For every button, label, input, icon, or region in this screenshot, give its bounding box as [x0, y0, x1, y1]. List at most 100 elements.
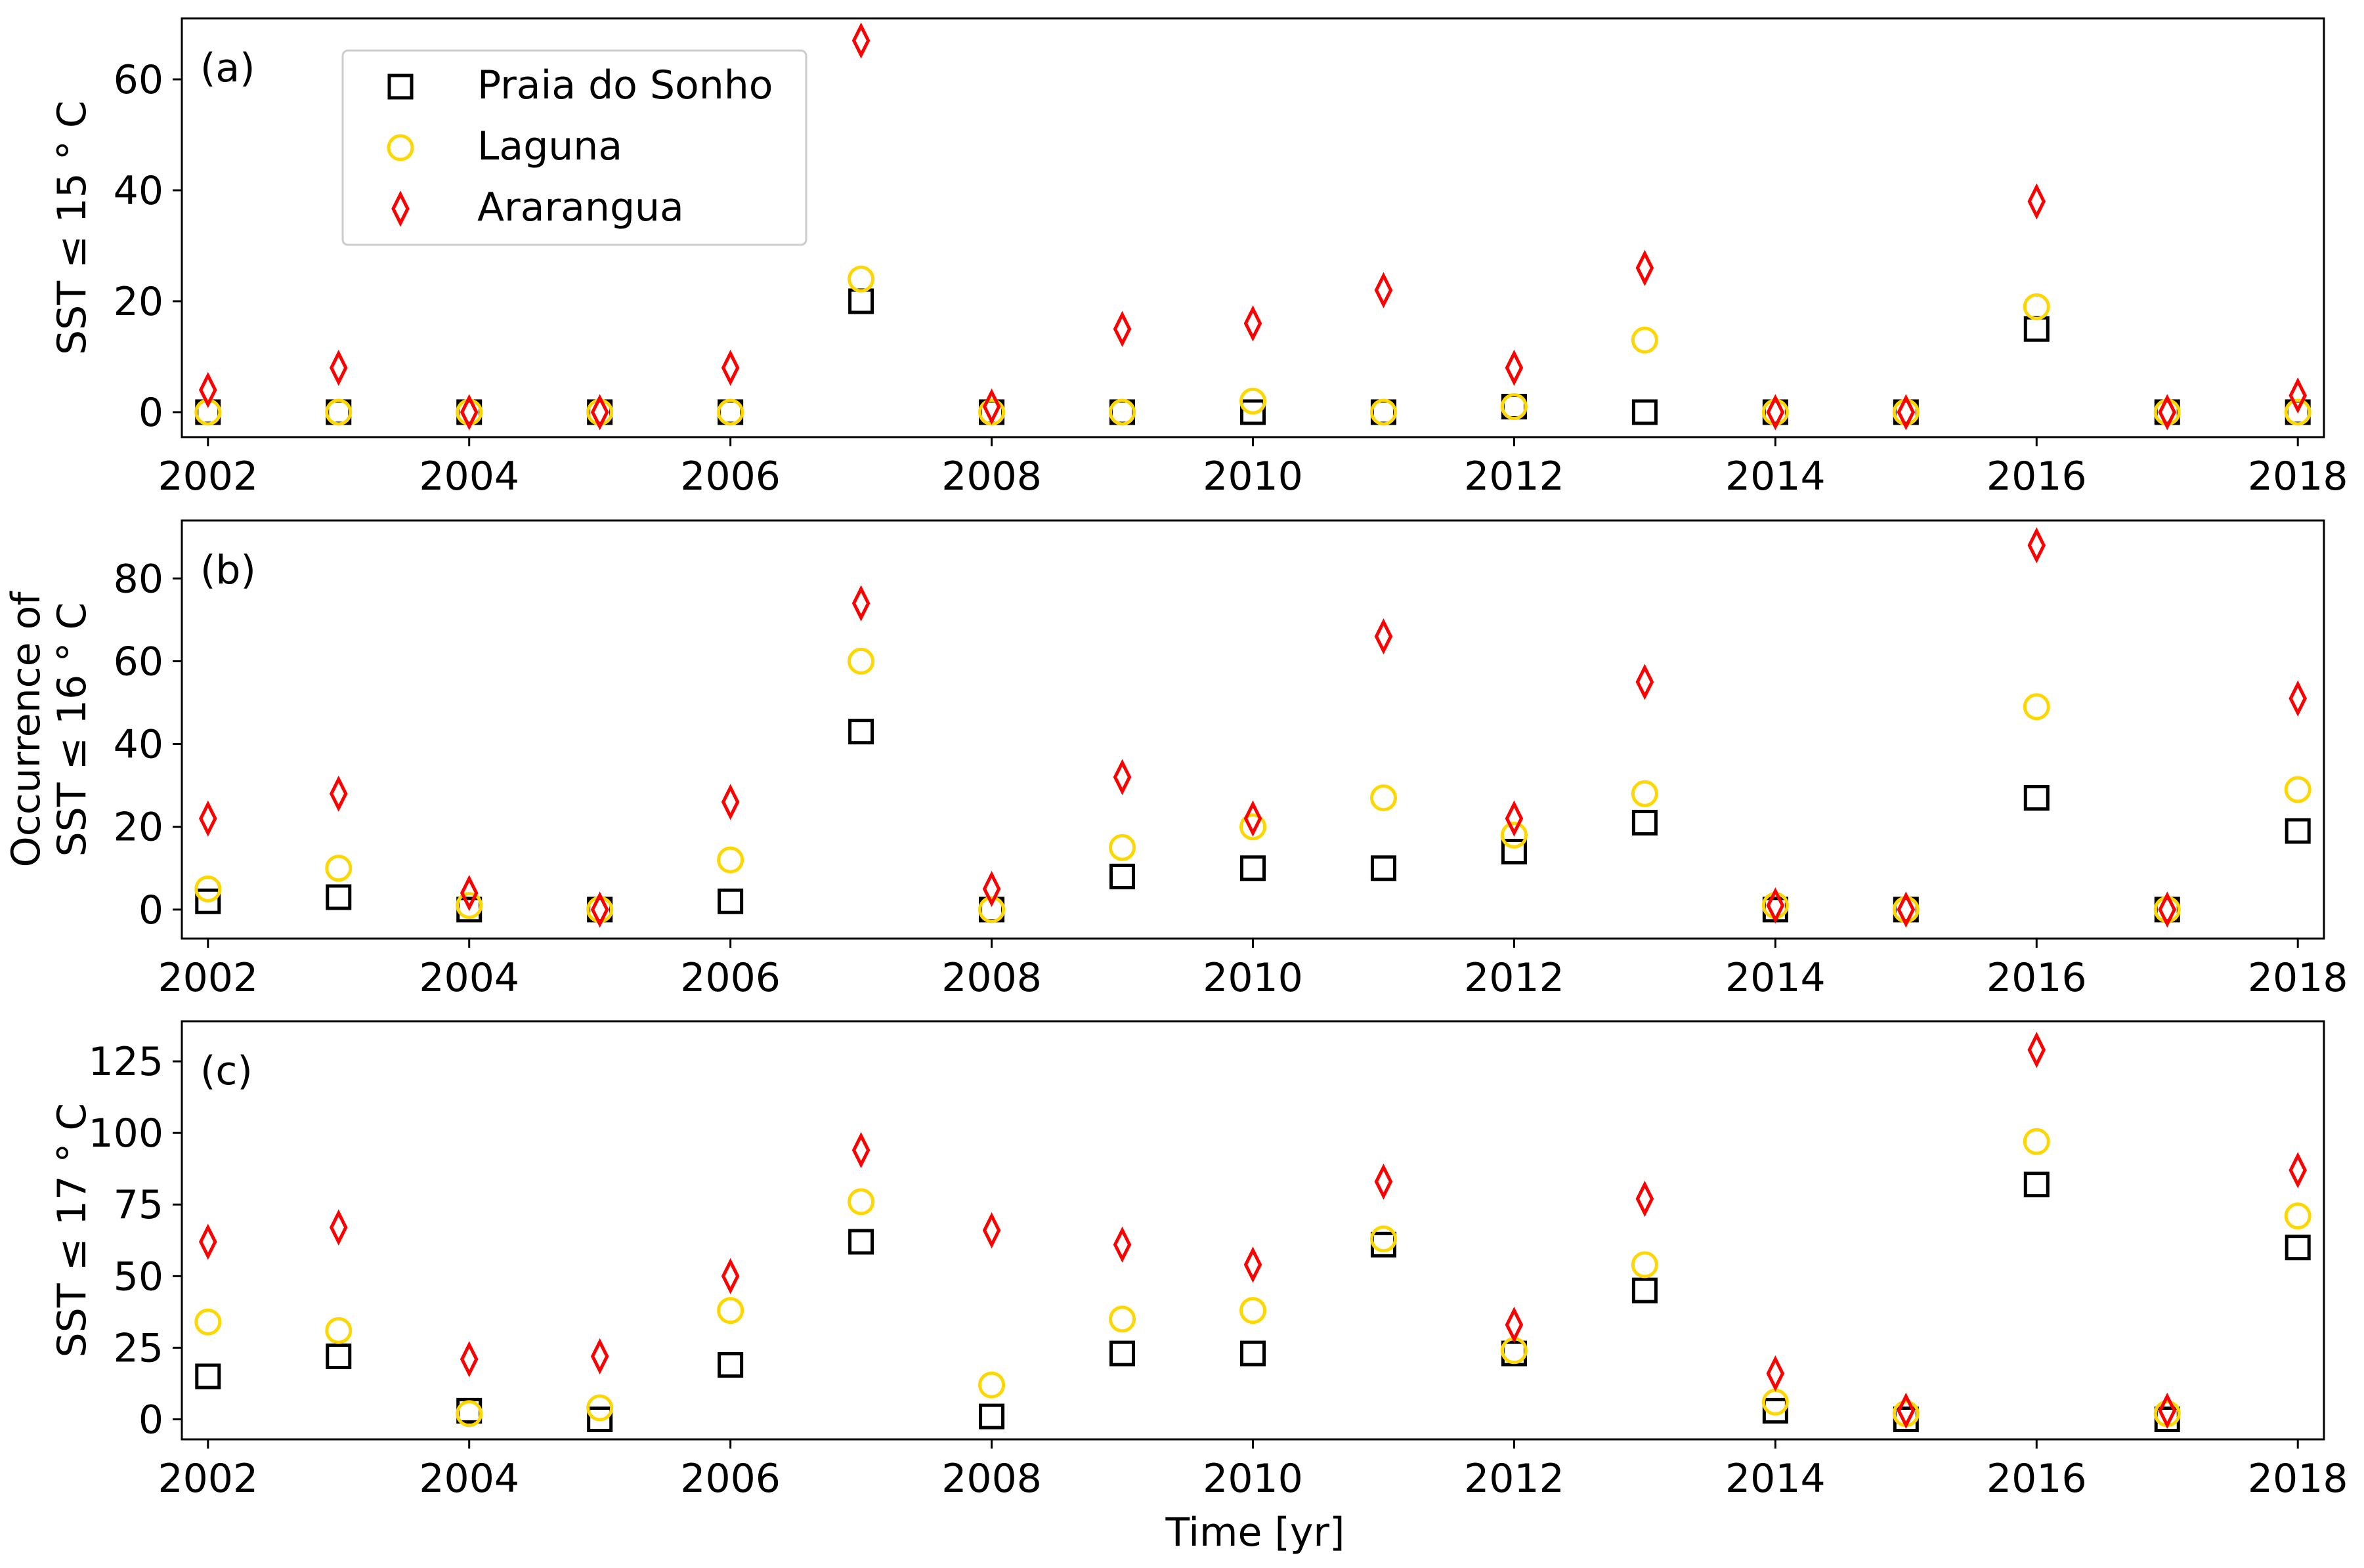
x-tick-label: 2010: [1203, 955, 1303, 1001]
y-tick-label: 40: [114, 168, 163, 214]
data-point: [1113, 1226, 1132, 1263]
x-tick-label: 2010: [1203, 454, 1303, 499]
data-point: [326, 884, 352, 910]
data-point: [1243, 1246, 1262, 1283]
data-point: [195, 888, 221, 914]
y-tick-label: 40: [114, 722, 163, 768]
data-point: [721, 784, 740, 820]
data-point: [1635, 1180, 1654, 1218]
y-tick-label: 75: [114, 1182, 163, 1228]
data-point: [590, 394, 609, 431]
x-tick-label: 2006: [680, 454, 781, 499]
y-tick-label: 60: [114, 57, 163, 103]
y-tick-label: 50: [114, 1254, 163, 1300]
x-tick-label: 2012: [1464, 955, 1564, 1001]
data-point: [848, 288, 874, 314]
y-tick-label: 80: [114, 556, 163, 602]
data-point: [718, 888, 744, 914]
data-point: [2027, 527, 2046, 564]
data-point: [1240, 399, 1266, 425]
data-point: [587, 1406, 613, 1432]
data-point: [1766, 394, 1785, 431]
data-point: [1243, 305, 1262, 342]
data-point: [198, 800, 217, 837]
x-tick-label: 2004: [419, 1456, 519, 1502]
x-tick-label: 2016: [1987, 454, 2087, 499]
data-point: [2023, 1128, 2050, 1155]
data-point: [456, 1400, 483, 1428]
data-point: [1374, 1163, 1393, 1200]
data-point: [1500, 821, 1528, 849]
x-tick-label: 2018: [2248, 454, 2348, 499]
x-tick-label: 2002: [158, 454, 258, 499]
x-tick-label: 2006: [680, 1456, 781, 1502]
y-axis-label: SST ≤ 17 ° C: [49, 1103, 95, 1358]
data-point: [1369, 784, 1397, 812]
data-point: [978, 1371, 1006, 1399]
data-point: [1631, 780, 1658, 807]
data-point: [721, 1258, 740, 1294]
data-point: [2284, 776, 2311, 803]
x-tick-label: 2018: [2248, 1456, 2348, 1502]
data-point: [329, 349, 348, 386]
data-point: [460, 875, 479, 912]
data-point: [1374, 618, 1393, 655]
data-point: [1240, 1340, 1266, 1367]
x-tick-label: 2004: [419, 454, 519, 499]
y-axis-label: SST ≤ 16 ° C: [49, 603, 95, 857]
data-point: [1897, 394, 1916, 431]
x-tick-label: 2016: [1987, 955, 2087, 1001]
data-point: [1240, 855, 1266, 881]
data-point: [194, 1308, 222, 1336]
data-point: [1631, 326, 1658, 354]
data-point: [194, 398, 222, 426]
data-point: [1369, 1225, 1397, 1253]
data-point: [851, 22, 870, 59]
data-point: [848, 719, 874, 745]
x-axis-label: Time [yr]: [1165, 1510, 1345, 1556]
series-ararangua: [198, 22, 2308, 431]
y-tick-label: 0: [139, 887, 163, 933]
data-point: [590, 891, 609, 928]
x-tick-label: 2012: [1464, 1456, 1564, 1502]
x-tick-label: 2018: [2248, 955, 2348, 1001]
data-point: [2027, 1032, 2046, 1069]
y-tick-label: 100: [88, 1111, 163, 1156]
data-point: [1239, 1297, 1266, 1324]
data-point: [2289, 377, 2308, 414]
data-point: [1505, 800, 1524, 837]
y-tick-label: 20: [114, 805, 163, 851]
series-ararangua: [198, 527, 2308, 928]
panel-label: (b): [200, 547, 256, 593]
data-point: [2023, 316, 2050, 342]
data-point: [1635, 664, 1654, 700]
data-point: [1239, 387, 1266, 415]
y-axis-label: Occurrence of: [3, 591, 49, 868]
legend-marker: [387, 74, 414, 100]
data-point: [1635, 249, 1654, 286]
data-point: [325, 1317, 353, 1344]
data-point: [460, 394, 479, 431]
data-point: [1370, 855, 1396, 881]
data-point: [1109, 1305, 1136, 1333]
data-point: [1631, 809, 1658, 836]
series-laguna: [194, 1128, 2311, 1428]
data-point: [195, 1363, 221, 1389]
data-point: [1243, 800, 1262, 837]
data-point: [2289, 1152, 2308, 1189]
data-point: [2289, 680, 2308, 717]
data-point: [1369, 398, 1397, 426]
data-point: [718, 1352, 744, 1378]
data-point: [982, 870, 1001, 907]
data-point: [460, 1341, 479, 1378]
data-point: [717, 398, 744, 426]
data-point: [1761, 1388, 1789, 1416]
series-ararangua: [198, 1032, 2308, 1429]
data-point: [2027, 183, 2046, 220]
data-point: [325, 855, 353, 882]
data-point: [2023, 693, 2050, 721]
data-point: [1631, 399, 1658, 425]
data-point: [1370, 1231, 1396, 1258]
x-tick-label: 2008: [941, 454, 1042, 499]
